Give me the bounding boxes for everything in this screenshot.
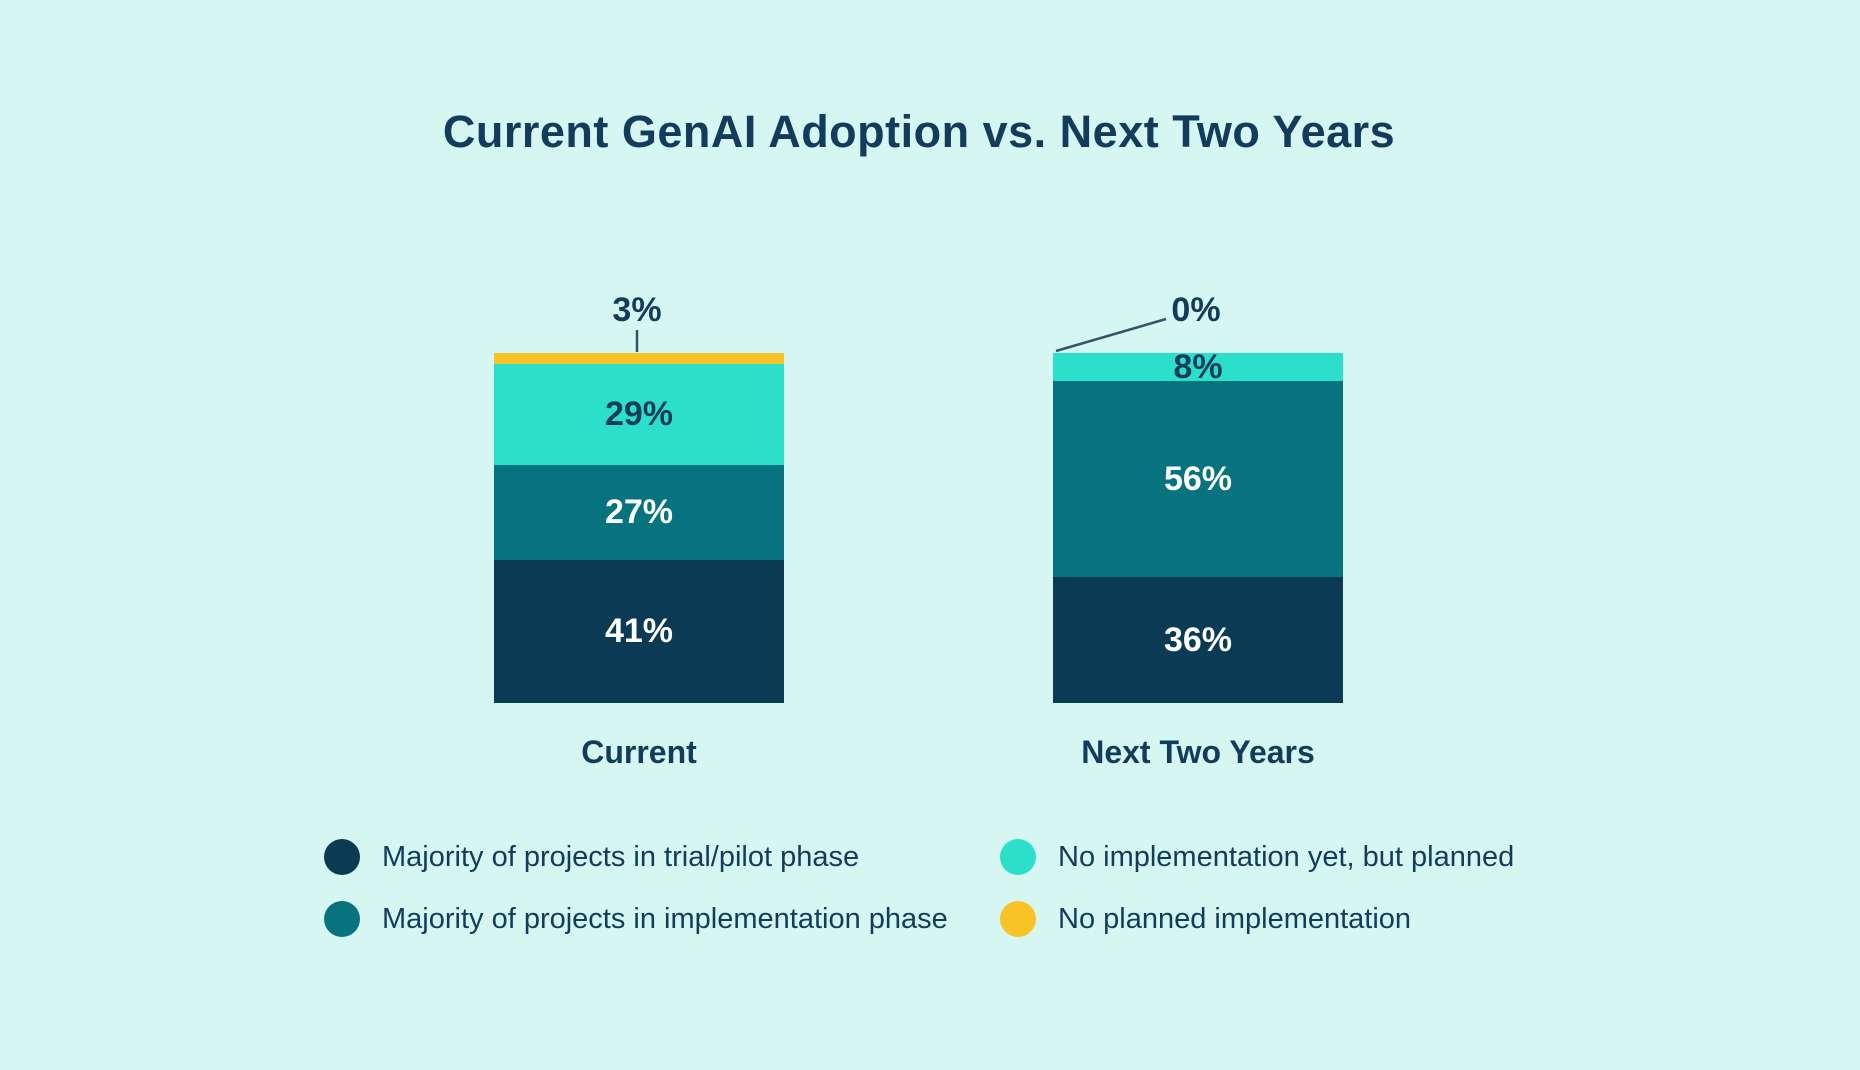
segment-value-label: 56% [1163, 460, 1233, 498]
legend-label-planned: No implementation yet, but planned [1058, 840, 1515, 873]
bar-segment-teal: 27% [494, 465, 784, 560]
bar-segment-navy: 36% [1053, 577, 1343, 703]
legend-label-trial-pilot: Majority of projects in trial/pilot phas… [382, 840, 860, 873]
callout-label-current: 3% [612, 291, 662, 329]
bar-segment-yellow [494, 353, 784, 364]
legend-dot-navy-icon [324, 839, 360, 875]
legend-dot-turquoise-icon [1000, 839, 1036, 875]
segment-value-label: 8% [1173, 348, 1223, 386]
segment-value-label: 36% [1163, 621, 1233, 659]
legend-dot-yellow-icon [1000, 901, 1036, 937]
category-label-current: Current [581, 734, 697, 770]
bar-segment-navy: 41% [494, 559, 784, 703]
chart-title: Current GenAI Adoption vs. Next Two Year… [442, 106, 1396, 157]
stacked-bar-next-two-years: 8% 56% 36% [1053, 348, 1343, 703]
segment-value-label: 29% [604, 395, 674, 434]
segment-value-label: 41% [604, 612, 674, 651]
bar-segment-teal: 56% [1053, 381, 1343, 577]
legend-item-trial-pilot: Majority of projects in trial/pilot phas… [324, 839, 859, 875]
legend-label-no-planned: No planned implementation [1058, 902, 1412, 935]
category-label-next-two-years: Next Two Years [1081, 734, 1315, 770]
bar-segment-turquoise: 29% [494, 363, 784, 465]
legend-item-no-planned: No planned implementation [1000, 901, 1411, 937]
legend-dot-teal-icon [324, 901, 360, 937]
legend-item-planned: No implementation yet, but planned [1000, 839, 1514, 875]
callout-label-next: 0% [1171, 291, 1221, 329]
legend-item-implementation: Majority of projects in implementation p… [324, 901, 948, 937]
stacked-bar-current: 29% 27% 41% [494, 353, 784, 703]
bar-segment-turquoise: 8% [1053, 348, 1343, 386]
legend-label-implementation: Majority of projects in implementation p… [382, 902, 948, 935]
segment-value-label: 27% [604, 493, 674, 532]
